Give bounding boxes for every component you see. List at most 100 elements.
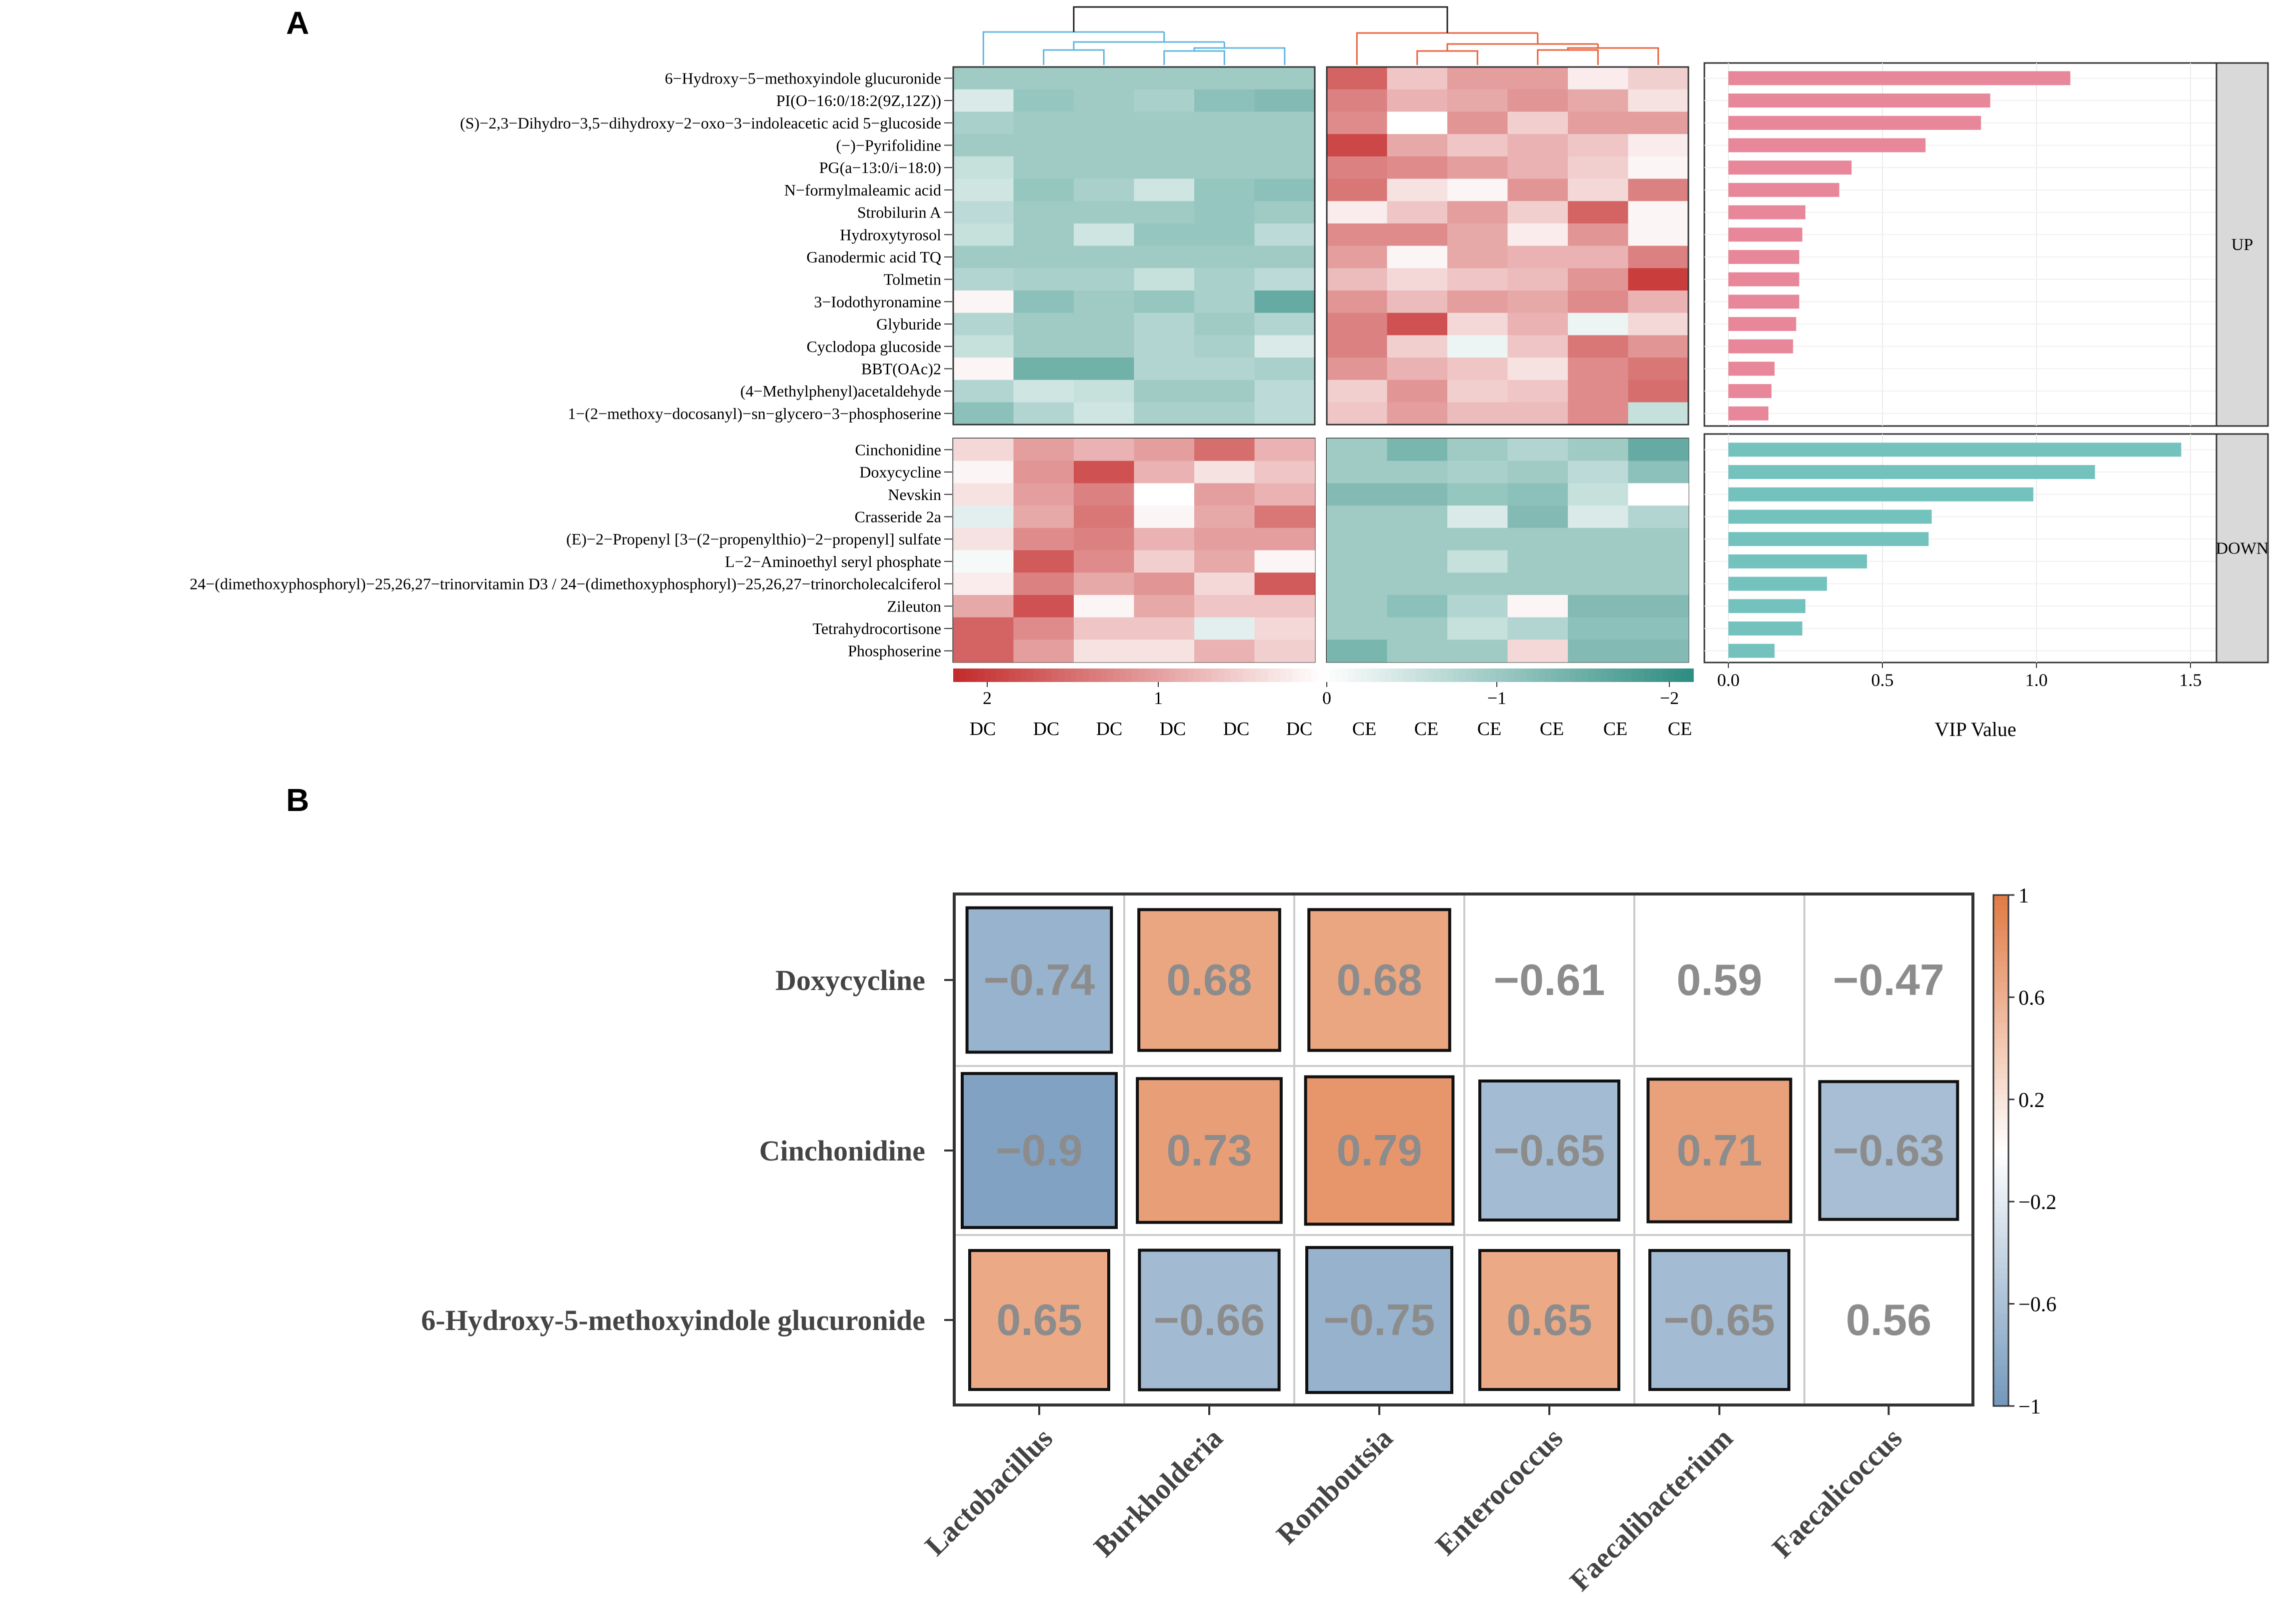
panel-label-a: A — [286, 5, 309, 41]
vip-bar — [1728, 554, 1867, 568]
corr-colorbar-step — [1993, 905, 2008, 911]
heatmap-cell — [1628, 134, 1689, 157]
heatmap-cell — [1254, 506, 1315, 528]
colorbar-step — [1237, 668, 1244, 682]
corr-colorbar-step — [1993, 1329, 2008, 1335]
heatmap-cell — [1194, 483, 1255, 506]
heatmap-cell — [953, 617, 1014, 640]
corr-colorbar-step — [1993, 1232, 2008, 1238]
corr-value-label: −0.74 — [984, 955, 1095, 1004]
heatmap-cell — [1254, 112, 1315, 134]
corr-colorbar-step — [1993, 1202, 2008, 1208]
colorbar-step — [1360, 668, 1367, 682]
dendrogram-branch — [1073, 41, 1225, 50]
heatmap-cell — [1447, 112, 1508, 134]
heatmap-cell — [1507, 134, 1568, 157]
heatmap-cell — [1568, 460, 1629, 484]
metabolite-label: (S)−2,3−Dihydro−3,5−dihydroxy−2−oxo−3−in… — [460, 114, 941, 132]
heatmap-cell — [1074, 506, 1135, 528]
corr-square — [1304, 1075, 1455, 1226]
heatmap-cell — [1628, 246, 1689, 268]
heatmap-cell — [1327, 246, 1388, 268]
corr-value-label: 0.65 — [1506, 1295, 1592, 1344]
colorbar-step — [1490, 668, 1497, 682]
heatmap-cell — [1568, 528, 1629, 551]
metabolite-label: Glyburide — [876, 315, 941, 333]
heatmap-cell — [1327, 201, 1388, 224]
heatmap-cell — [1134, 112, 1195, 134]
corr-colorbar-step — [1993, 1365, 2008, 1371]
colorbar-step — [959, 668, 966, 682]
heatmap-cell — [1074, 268, 1135, 291]
colorbar-step — [1317, 668, 1324, 682]
heatmap-cell — [1254, 358, 1315, 380]
vip-axis-tick-label: 0.5 — [1871, 670, 1894, 690]
heatmap-cell — [1568, 201, 1629, 224]
vip-bar — [1728, 228, 1802, 242]
heatmap-cell — [1134, 617, 1195, 640]
heatmap-cell — [1074, 178, 1135, 202]
colorbar-step — [1582, 668, 1589, 682]
colorbar-step — [1348, 668, 1355, 682]
vip-strip — [2215, 62, 2269, 427]
corr-colorbar-step — [1993, 1114, 2008, 1120]
corr-colorbar-step — [1993, 1298, 2008, 1304]
colorbar-step — [1224, 668, 1231, 682]
metabolite-label: Tetrahydrocortisone — [813, 620, 941, 638]
heatmap-cell — [1074, 460, 1135, 484]
corr-colorbar-step — [1993, 1022, 2008, 1028]
heatmap-cell — [1074, 483, 1135, 506]
heatmap-cell — [953, 438, 1014, 462]
corr-colorbar-step — [1993, 956, 2008, 962]
heatmap-cell — [1194, 335, 1255, 358]
colorbar-step — [1280, 668, 1287, 682]
heatmap-cell — [1134, 594, 1195, 618]
heatmap-cell — [1254, 572, 1315, 596]
corr-colorbar-step — [1993, 1150, 2008, 1156]
heatmap-cell — [1194, 572, 1255, 596]
heatmap-cell — [1507, 506, 1568, 528]
metabolite-label: 24−(dimethoxyphosphoryl)−25,26,27−trinor… — [190, 575, 941, 593]
heatmap-cell — [1327, 506, 1388, 528]
colorbar-step — [1638, 668, 1645, 682]
heatmap-cell — [1568, 335, 1629, 358]
dendrogram-branch — [1356, 32, 1538, 65]
heatmap-cell — [1387, 572, 1448, 596]
heatmap-cell — [1447, 528, 1508, 551]
colorbar-step — [1255, 668, 1262, 682]
heatmap-cell — [1254, 312, 1315, 336]
colorbar-step — [1002, 668, 1009, 682]
colorbar-step — [1588, 668, 1595, 682]
colorbar-step — [1342, 668, 1349, 682]
colorbar-step — [990, 668, 997, 682]
heatmap-cell — [1387, 290, 1448, 314]
heatmap-cell — [1568, 156, 1629, 180]
vip-axis-tick-label: 1.5 — [2179, 670, 2202, 690]
heatmap-cell — [1568, 506, 1629, 528]
corr-colorbar-step — [1993, 1314, 2008, 1320]
heatmap-cell — [1013, 640, 1074, 662]
colorbar-step — [1409, 668, 1416, 682]
colorbar-step — [1200, 668, 1207, 682]
heatmap-border — [1326, 66, 1689, 426]
heatmap-cell — [1507, 201, 1568, 224]
heatmap-cell — [1387, 67, 1448, 90]
heatmap-cell — [1013, 290, 1074, 314]
heatmap-cell — [1074, 246, 1135, 268]
corr-colorbar-tick-label: 0.2 — [2018, 1089, 2045, 1112]
heatmap-cell — [1134, 483, 1195, 506]
heatmap-cell — [1134, 506, 1195, 528]
corr-colorbar-border — [1992, 894, 2009, 1407]
heatmap-cell — [1568, 358, 1629, 380]
vip-bar — [1728, 205, 1805, 220]
colorbar-step — [1434, 668, 1441, 682]
metabolite-label: (−)−Pyrifolidine — [836, 136, 941, 154]
colorbar-step — [1533, 668, 1540, 682]
vip-bar — [1728, 406, 1769, 420]
corr-value-label: −0.65 — [1664, 1295, 1775, 1344]
heatmap-cell — [1387, 460, 1448, 484]
heatmap-cell — [1254, 246, 1315, 268]
heatmap-cell — [1327, 438, 1388, 462]
colorbar-tick-label: −1 — [1487, 688, 1506, 708]
colorbar-step — [1422, 668, 1429, 682]
